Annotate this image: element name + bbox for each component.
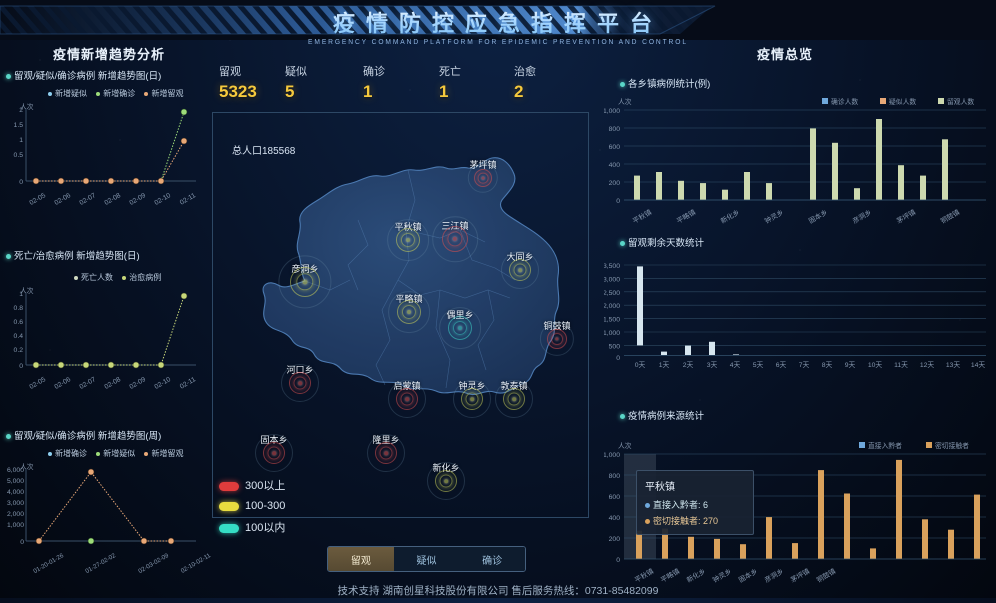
svg-text:密切接触者: 密切接触者 <box>935 441 969 450</box>
svg-text:1,000: 1,000 <box>604 108 620 115</box>
svg-text:平略镇: 平略镇 <box>659 566 681 584</box>
svg-text:确诊人数: 确诊人数 <box>831 97 858 106</box>
svg-text:400: 400 <box>609 515 621 522</box>
svg-text:2,500: 2,500 <box>604 290 620 297</box>
svg-text:茅坪镇: 茅坪镇 <box>789 566 811 584</box>
svg-text:新化乡: 新化乡 <box>685 566 707 584</box>
svg-text:200: 200 <box>609 536 621 543</box>
svg-text:1: 1 <box>19 137 23 144</box>
svg-text:0: 0 <box>19 179 23 186</box>
svg-text:02-06: 02-06 <box>53 376 72 391</box>
svg-text:12天: 12天 <box>920 361 935 369</box>
svg-text:2: 2 <box>19 107 23 114</box>
svg-text:5天: 5天 <box>753 361 764 369</box>
svg-text:留观人数: 留观人数 <box>947 97 974 106</box>
svg-text:0.4: 0.4 <box>14 333 24 340</box>
svg-text:02-07: 02-07 <box>78 376 97 391</box>
svg-text:彦洞乡: 彦洞乡 <box>763 566 785 584</box>
svg-text:5,000: 5,000 <box>7 478 24 485</box>
svg-text:新化乡: 新化乡 <box>719 207 741 225</box>
svg-text:0: 0 <box>19 363 23 370</box>
svg-text:11天: 11天 <box>894 361 908 369</box>
svg-text:平秋镇: 平秋镇 <box>633 566 655 584</box>
svg-text:0: 0 <box>20 539 24 546</box>
svg-text:2天: 2天 <box>683 361 694 369</box>
svg-text:02-09: 02-09 <box>128 192 147 207</box>
svg-text:7天: 7天 <box>799 361 810 369</box>
svg-text:02-05: 02-05 <box>28 376 47 391</box>
svg-text:固本乡: 固本乡 <box>807 207 829 225</box>
svg-text:1天: 1天 <box>659 361 670 369</box>
svg-text:固本乡: 固本乡 <box>737 566 759 584</box>
svg-text:9天: 9天 <box>845 361 856 369</box>
svg-text:02-09: 02-09 <box>128 376 147 391</box>
svg-text:钟灵乡: 钟灵乡 <box>711 566 733 584</box>
svg-text:2,000: 2,000 <box>7 511 24 518</box>
svg-text:1,000: 1,000 <box>604 452 620 459</box>
svg-text:4,000: 4,000 <box>7 489 24 496</box>
svg-text:500: 500 <box>609 343 621 350</box>
svg-text:10天: 10天 <box>868 361 883 369</box>
svg-text:800: 800 <box>609 473 621 480</box>
svg-text:02-08: 02-08 <box>103 192 122 207</box>
svg-text:02-03-02-09: 02-03-02-09 <box>137 552 170 575</box>
svg-text:3,000: 3,000 <box>7 500 24 507</box>
svg-text:02-10-02-11: 02-10-02-11 <box>180 552 211 575</box>
svg-text:13天: 13天 <box>946 361 961 369</box>
svg-text:01-27-02-02: 01-27-02-02 <box>84 552 117 575</box>
svg-text:3天: 3天 <box>707 361 718 369</box>
svg-text:14天: 14天 <box>971 361 986 369</box>
svg-text:600: 600 <box>609 494 621 501</box>
svg-text:02-07: 02-07 <box>78 192 97 207</box>
svg-text:0.8: 0.8 <box>14 305 24 312</box>
svg-text:3,000: 3,000 <box>604 276 620 283</box>
svg-text:02-05: 02-05 <box>28 192 47 207</box>
svg-text:铜鼓镇: 铜鼓镇 <box>815 566 837 584</box>
svg-text:疑似人数: 疑似人数 <box>889 97 916 106</box>
svg-text:平秋镇: 平秋镇 <box>631 207 653 225</box>
svg-text:200: 200 <box>609 180 621 187</box>
svg-text:人次: 人次 <box>618 97 632 106</box>
svg-text:02-10: 02-10 <box>153 192 172 207</box>
svg-text:直接入黔者: 直接入黔者 <box>868 441 902 450</box>
svg-text:钟灵乡: 钟灵乡 <box>763 207 785 225</box>
svg-text:800: 800 <box>609 126 621 133</box>
svg-text:1,500: 1,500 <box>604 317 620 324</box>
svg-text:平略镇: 平略镇 <box>675 207 697 225</box>
svg-text:0天: 0天 <box>635 361 646 369</box>
svg-text:0.5: 0.5 <box>14 152 24 159</box>
svg-text:人次: 人次 <box>618 441 632 450</box>
svg-text:0: 0 <box>616 557 620 564</box>
svg-text:3,500: 3,500 <box>604 263 620 270</box>
svg-text:彦洞乡: 彦洞乡 <box>851 207 873 225</box>
svg-text:铜鼓镇: 铜鼓镇 <box>939 207 961 225</box>
svg-text:600: 600 <box>609 144 621 151</box>
svg-text:6天: 6天 <box>776 361 787 369</box>
svg-text:0.6: 0.6 <box>14 319 24 326</box>
svg-text:02-10: 02-10 <box>153 376 172 391</box>
svg-text:1,000: 1,000 <box>604 330 620 337</box>
svg-text:02-11: 02-11 <box>179 192 197 207</box>
svg-text:0: 0 <box>616 198 620 205</box>
svg-text:01-20-01-26: 01-20-01-26 <box>32 552 65 575</box>
svg-text:02-08: 02-08 <box>103 376 122 391</box>
svg-text:400: 400 <box>609 162 621 169</box>
svg-text:2,000: 2,000 <box>604 303 620 310</box>
svg-text:8天: 8天 <box>822 361 833 369</box>
svg-text:1.5: 1.5 <box>14 122 24 129</box>
svg-text:02-11: 02-11 <box>179 376 197 391</box>
svg-text:1: 1 <box>19 291 23 298</box>
svg-text:6,000: 6,000 <box>7 467 24 474</box>
svg-text:02-06: 02-06 <box>53 192 72 207</box>
svg-text:茅坪镇: 茅坪镇 <box>895 207 917 225</box>
svg-text:0: 0 <box>616 355 620 362</box>
svg-text:0.2: 0.2 <box>14 347 24 354</box>
svg-text:4天: 4天 <box>730 361 741 369</box>
svg-text:1,000: 1,000 <box>7 522 24 529</box>
